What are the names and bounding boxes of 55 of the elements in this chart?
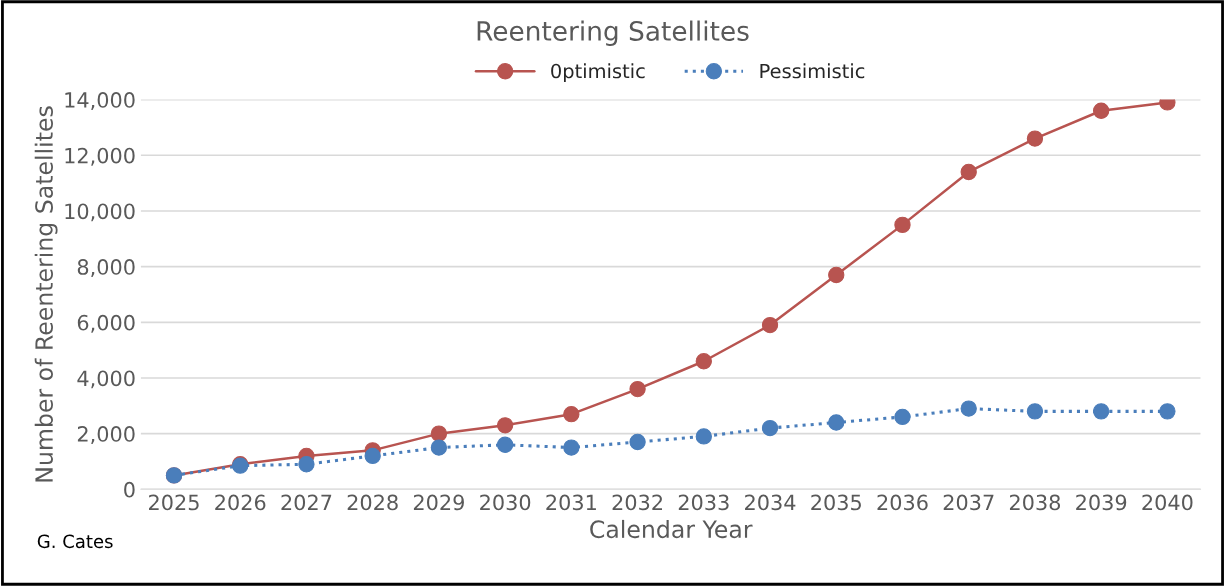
point: [828, 266, 845, 284]
point: [960, 400, 977, 417]
y-tick-label: 12,000: [65, 147, 135, 166]
y-axis-title: Number of Reentering Satellites: [34, 106, 58, 482]
legend-label: 0ptimistic: [551, 63, 645, 83]
point: [629, 433, 646, 451]
point: [496, 417, 514, 434]
x-tick-label: 2030: [480, 494, 531, 511]
point: [563, 439, 580, 456]
point: [960, 163, 977, 181]
point: [1093, 102, 1110, 119]
x-tick-label: 2033: [678, 494, 729, 511]
point: [430, 425, 448, 442]
x-tick-label: 2031: [546, 494, 596, 511]
legend-label: Pessimistic: [760, 63, 865, 79]
y-tick-label: 10,000: [65, 203, 135, 222]
x-tick-label: 2025: [149, 494, 199, 511]
point: [430, 439, 448, 456]
point: [1026, 130, 1044, 147]
x-tick-label: 2038: [1009, 494, 1061, 511]
x-tick-label: 2026: [215, 494, 266, 511]
x-tick-label: 2032: [612, 494, 662, 511]
x-tick-label: 2036: [877, 494, 928, 511]
point: [1159, 403, 1176, 420]
x-tick-label: 2037: [943, 494, 994, 511]
point: [894, 216, 911, 234]
point: [695, 353, 712, 370]
y-tick-label: 8,000: [77, 259, 135, 277]
x-tick-label: 2027: [281, 494, 332, 511]
chart-title: Reentering Satellites: [477, 20, 749, 47]
point: [761, 316, 779, 334]
x-tick-label: 2039: [1076, 494, 1127, 511]
x-tick-label: 2035: [811, 494, 861, 511]
y-tick-label: 4,000: [77, 370, 135, 389]
y-tick-label: 2,000: [77, 426, 135, 444]
point: [629, 380, 646, 398]
point: [761, 419, 779, 437]
x-axis-title: Calendar Year: [590, 519, 753, 539]
point: [563, 406, 580, 423]
point: [695, 428, 712, 445]
point: [1093, 403, 1110, 420]
point: [1026, 403, 1044, 420]
y-tick-label: 14,000: [65, 92, 135, 110]
y-tick-label: 0: [124, 481, 135, 498]
point: [894, 408, 911, 426]
point: [298, 456, 315, 473]
x-tick-label: 2029: [413, 494, 464, 511]
x-tick-label: 2034: [745, 494, 796, 511]
point: [496, 436, 514, 453]
text: G. Cates: [37, 534, 113, 549]
point: [828, 414, 845, 431]
x-tick-label: 2040: [1142, 494, 1193, 511]
point: [364, 447, 381, 465]
x-tick-label: 2028: [347, 494, 398, 511]
y-tick-label: 6,000: [77, 314, 135, 333]
